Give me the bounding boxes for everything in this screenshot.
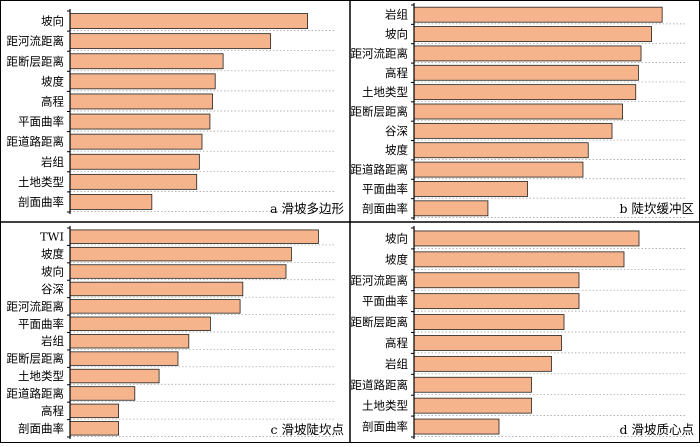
category-label: 坡度: [41, 247, 64, 261]
category-label: 距断层距离: [351, 315, 409, 329]
category-label: 坡向: [385, 27, 408, 41]
bar-9: [69, 386, 136, 401]
bar-0: [413, 230, 640, 247]
bar-6: [69, 133, 203, 150]
panel-caption: a 滑坡多边形: [270, 201, 344, 216]
category-label: 谷深: [41, 282, 64, 296]
bar-7: [69, 351, 179, 366]
category-label: 距河流距离: [351, 273, 409, 287]
bar-8: [413, 397, 532, 414]
bar-4: [69, 93, 213, 110]
category-label: 坡向: [385, 231, 408, 245]
bar-0: [413, 6, 663, 23]
bar-6: [413, 122, 613, 139]
bar-1: [69, 33, 272, 50]
category-label: 平面曲率: [18, 115, 64, 129]
category-label: 平面曲率: [362, 294, 408, 308]
category-label: TWI: [40, 230, 64, 244]
category-label: 距道路距离: [7, 386, 65, 400]
category-label: 土地类型: [362, 399, 408, 413]
bar-3: [69, 73, 216, 90]
panel-caption: c 滑坡陡坎点: [271, 422, 344, 437]
category-label: 距道路距离: [351, 378, 409, 392]
bar-8: [69, 173, 198, 190]
category-label: 岩组: [385, 8, 408, 22]
bar-10: [69, 403, 119, 419]
bar-2: [413, 45, 642, 62]
category-label: 高程: [385, 66, 408, 80]
category-label: 土地类型: [362, 85, 408, 99]
category-label: 平面曲率: [18, 317, 64, 331]
bar-4: [413, 84, 637, 101]
bar-3: [413, 293, 580, 310]
bar-5: [413, 103, 623, 120]
category-label: 土地类型: [18, 369, 64, 383]
bar-0: [69, 13, 309, 29]
bar-1: [413, 251, 625, 268]
panel-caption: d 滑坡质心点: [620, 422, 694, 437]
category-label: 平面曲率: [362, 182, 408, 196]
bar-9: [413, 181, 528, 197]
bar-3: [413, 64, 639, 81]
category-label: 高程: [41, 404, 64, 418]
bar-9: [413, 418, 500, 435]
category-label: 剖面曲率: [362, 420, 408, 434]
bar-1: [413, 26, 653, 42]
bar-5: [69, 113, 211, 130]
bar-3: [69, 281, 244, 297]
chart-panel-c: TWI 坡度坡向谷深距河流距离平面曲率岩组距断层距离土地类型距道路距离高程剖面曲率…: [7, 226, 344, 439]
category-label: 岩组: [41, 334, 64, 348]
category-label: 岩组: [41, 155, 64, 169]
bar-2: [69, 264, 287, 279]
bar-0: [69, 229, 319, 244]
category-label: 土地类型: [18, 175, 64, 189]
category-label: 距道路距离: [351, 163, 409, 177]
bar-8: [69, 368, 160, 384]
bar-6: [69, 334, 190, 349]
category-label: 距河流距离: [7, 34, 65, 48]
category-label: 剖面曲率: [18, 421, 64, 435]
bar-1: [69, 246, 292, 262]
bar-7: [413, 376, 532, 393]
category-label: 坡度: [41, 74, 64, 88]
bar-2: [69, 53, 224, 70]
bar-7: [413, 142, 589, 159]
category-label: 坡度: [385, 252, 408, 266]
category-label: 距河流距离: [7, 299, 65, 313]
bar-5: [69, 316, 211, 331]
category-label: 坡向: [41, 265, 64, 279]
category-label: 坡向: [41, 14, 64, 28]
panel-caption: b 陡坎缓冲区: [620, 201, 694, 216]
category-label: 剖面曲率: [362, 201, 408, 215]
category-label: 高程: [385, 336, 408, 350]
category-label: 高程: [41, 94, 64, 108]
bar-11: [69, 421, 119, 436]
category-label: 距断层距离: [7, 54, 65, 68]
category-label: 谷深: [385, 124, 408, 138]
bar-5: [413, 335, 562, 351]
category-label: 距道路距离: [7, 135, 65, 149]
bar-8: [413, 161, 584, 178]
bar-4: [413, 314, 565, 330]
category-label: 岩组: [385, 357, 408, 371]
category-label: 坡度: [385, 143, 408, 157]
category-label: 距断层距离: [7, 352, 65, 366]
category-label: 剖面曲率: [18, 195, 64, 209]
bar-9: [69, 194, 153, 210]
bar-10: [413, 200, 489, 217]
bar-4: [69, 299, 241, 314]
bar-2: [413, 272, 580, 289]
category-label: 距河流距离: [351, 46, 409, 60]
bar-7: [69, 153, 200, 170]
category-label: 距断层距离: [351, 105, 409, 119]
bar-6: [413, 355, 552, 372]
